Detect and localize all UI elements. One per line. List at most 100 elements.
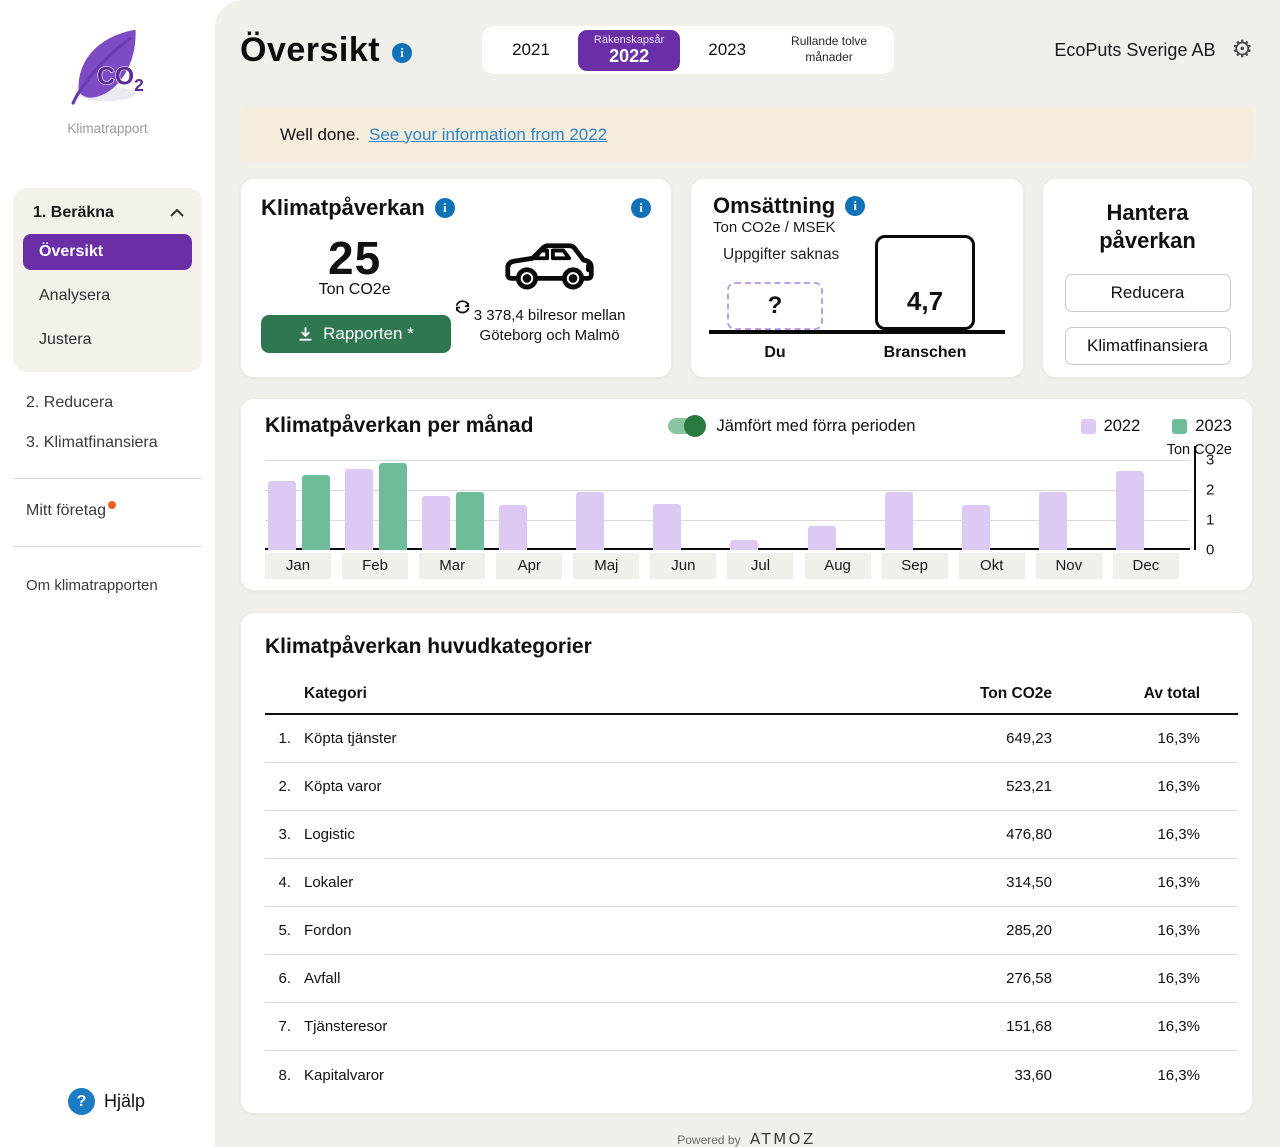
chart-title: Klimatpåverkan per månad: [265, 414, 533, 438]
month-label-okt: Okt: [959, 553, 1025, 579]
row-number: 4.: [265, 874, 291, 891]
sidebar-item-reducera[interactable]: 2. Reducera: [26, 394, 189, 412]
klimatfinansiera-button[interactable]: Klimatfinansiera: [1065, 327, 1231, 365]
y-axis-tick-1: 1: [1206, 512, 1214, 529]
sidebar-item-oversikt[interactable]: Översikt: [23, 234, 192, 270]
sidebar-divider: [13, 546, 202, 547]
bar-chart: 3210: [265, 460, 1232, 550]
category-share: 16,3%: [1052, 730, 1238, 747]
chart-month-group: [419, 460, 496, 550]
legend-swatch-2022: [1081, 419, 1096, 434]
card-omsattning-title: Omsättning: [713, 193, 835, 219]
category-share: 16,3%: [1052, 874, 1238, 891]
report-download-button[interactable]: Rapporten *: [261, 315, 451, 353]
banner-link[interactable]: See your information from 2022: [369, 125, 607, 145]
klimatpaverkan-info-icon[interactable]: i: [435, 198, 455, 218]
tab-2021[interactable]: 2021: [488, 32, 574, 68]
tab-2023[interactable]: 2023: [684, 32, 770, 68]
bar-2022-sep: [885, 492, 913, 551]
category-value: 314,50: [932, 874, 1052, 891]
reducera-button[interactable]: Reducera: [1065, 274, 1231, 312]
legend-item-2023: 2023: [1172, 417, 1232, 436]
chart-month-group: [1036, 460, 1113, 550]
bar-2022-dec: [1116, 471, 1144, 551]
row-number: 2.: [265, 778, 291, 795]
bar-2023-jan: [302, 475, 330, 550]
notification-dot: [108, 501, 116, 509]
compare-toggle[interactable]: [668, 418, 704, 434]
y-axis-unit-label: Ton CO2e: [265, 442, 1232, 458]
bar-2022-jul: [730, 540, 758, 551]
table-row: 5.Fordon285,2016,3%: [265, 907, 1238, 955]
app-logo: CO2 Klimatrapport: [0, 0, 215, 136]
nav-group-berakna-header[interactable]: 1. Beräkna: [23, 200, 192, 226]
chart-month-group: [265, 460, 342, 550]
category-name: Köpta tjänster: [304, 730, 397, 747]
chart-month-group: [342, 460, 419, 550]
category-value: 523,21: [932, 778, 1052, 795]
industry-label: Branschen: [875, 344, 975, 362]
month-label-dec: Dec: [1113, 553, 1179, 579]
missing-data-label: Uppgifter saknas: [723, 246, 839, 264]
tab-rolling-twelve-months[interactable]: Rullande tolve månader: [770, 30, 888, 69]
sidebar-item-justera[interactable]: Justera: [23, 322, 192, 358]
row-number: 5.: [265, 922, 291, 939]
omsattning-subtitle: Ton CO2e / MSEK: [713, 219, 1001, 236]
chart-month-group: [496, 460, 573, 550]
industry-bar: 4,7: [875, 235, 975, 330]
sidebar-item-mitt-foretag[interactable]: Mitt företag: [26, 501, 189, 520]
sidebar-item-analysera[interactable]: Analysera: [23, 278, 192, 314]
card-hantera-paverkan: Hantera påverkan Reducera Klimatfinansie…: [1042, 178, 1253, 378]
chart-month-group: [959, 460, 1036, 550]
table-row: 4. Lokaler 314,5016,3%: [265, 859, 1238, 907]
sidebar-item-om-klimatrapporten[interactable]: Om klimatrapporten: [26, 577, 189, 594]
page-title-info-icon[interactable]: i: [392, 43, 412, 63]
gear-icon[interactable]: ⚙: [1231, 38, 1253, 62]
month-label-apr: Apr: [496, 553, 562, 579]
month-labels-row: JanFebMarAprMajJunJulAugSepOktNovDec: [265, 553, 1190, 579]
card-hantera-title: Hantera påverkan: [1063, 199, 1232, 254]
card-klimatpaverkan: Klimatpåverkan i i 25 Ton CO2e Rapporten…: [240, 178, 672, 378]
table-row: 7.Tjänsteresor151,6816,3%: [265, 1003, 1238, 1051]
sidebar-item-klimatfinansiera[interactable]: 3. Klimatfinansiera: [26, 434, 189, 452]
company-name[interactable]: EcoPuts Sverige AB: [1054, 40, 1215, 61]
nav-group-berakna-label: 1. Beräkna: [33, 204, 114, 222]
bar-2022-feb: [345, 469, 373, 550]
y-axis-tick-0: 0: [1206, 542, 1214, 559]
app-name: Klimatrapport: [0, 121, 215, 136]
table-row: 2.Köpta varor523,2116,3%: [265, 763, 1238, 811]
omsattning-info-icon[interactable]: i: [845, 196, 865, 216]
comparison-info-icon[interactable]: i: [631, 198, 651, 218]
car-icon: [502, 233, 598, 295]
help-button[interactable]: ? Hjälp: [68, 1088, 145, 1115]
legend-swatch-2023: [1172, 419, 1187, 434]
banner-text: Well done.: [280, 125, 360, 145]
category-share: 16,3%: [1052, 1018, 1238, 1035]
categories-table-card: Klimatpåverkan huvudkategorier Kategori …: [240, 612, 1253, 1114]
bar-2022-jun: [653, 504, 681, 551]
month-label-feb: Feb: [342, 553, 408, 579]
bar-2023-mar: [456, 492, 484, 551]
category-name: Avfall: [304, 970, 340, 987]
month-label-maj: Maj: [573, 553, 639, 579]
month-label-jul: Jul: [727, 553, 793, 579]
month-label-jan: Jan: [265, 553, 331, 579]
car-comparison-text: 3 378,4 bilresor mellan Göteborg och Mal…: [448, 306, 651, 345]
tab-2022-active[interactable]: Räkenskapsår 2022: [578, 30, 680, 71]
chart-month-group: [805, 460, 882, 550]
column-header-kategori: Kategori: [265, 685, 932, 703]
month-label-aug: Aug: [805, 553, 871, 579]
table-title: Klimatpåverkan huvudkategorier: [265, 635, 1252, 659]
leaf-co2-logo-icon: CO2: [62, 26, 154, 114]
atmoz-logo: ATMOZ: [750, 1130, 816, 1147]
category-share: 16,3%: [1052, 970, 1238, 987]
download-icon: [298, 327, 313, 342]
table-row: 1.Köpta tjänster649,2316,3%: [265, 715, 1238, 763]
row-number: 1.: [265, 730, 291, 747]
table-row: 8.Kapitalvaror33,6016,3%: [265, 1051, 1238, 1099]
month-label-mar: Mar: [419, 553, 485, 579]
mini-chart-baseline: [709, 330, 1005, 334]
legend-item-2022: 2022: [1081, 417, 1141, 436]
category-name: Lokaler: [304, 874, 353, 891]
row-number: 6.: [265, 970, 291, 987]
